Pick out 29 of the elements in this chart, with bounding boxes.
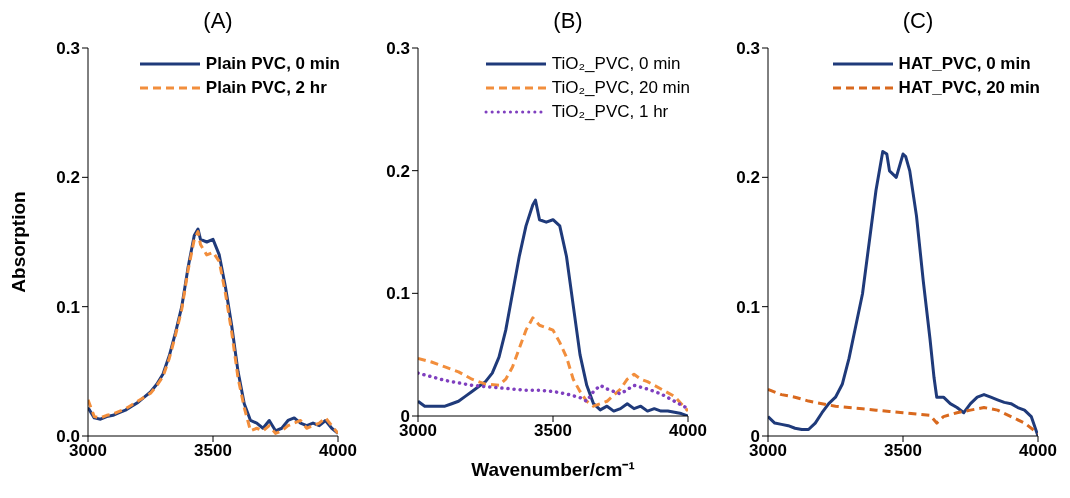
x-tick-label: 4000 <box>1019 441 1057 461</box>
x-tick-label: 3500 <box>194 441 232 461</box>
y-tick-label: 0.2 <box>736 168 760 188</box>
line-series <box>418 316 688 413</box>
line-series <box>418 371 688 411</box>
chart-title: (B) <box>552 8 584 35</box>
x-tick-label: 3500 <box>884 441 922 461</box>
x-tick-label: 3500 <box>534 421 572 441</box>
legend-label: HAT_PVC, 0 min <box>898 53 1031 75</box>
y-tick-label: 0.3 <box>736 39 760 59</box>
legend-label: TiO₂_PVC, 0 min <box>551 53 681 75</box>
x-tick-label: 4000 <box>669 421 707 441</box>
y-tick-label: 0.2 <box>386 161 410 181</box>
chart-title: (C) <box>901 8 935 35</box>
legend-label: TiO₂_PVC, 1 hr <box>551 101 669 123</box>
y-tick-label: 0.3 <box>386 39 410 59</box>
legend-label: Plain PVC, 0 min <box>205 53 340 75</box>
legend-label: HAT_PVC, 20 min <box>898 77 1040 99</box>
y-tick-label: 0.1 <box>56 297 80 317</box>
y-tick-label: 0.1 <box>386 284 410 304</box>
chart-title: (A) <box>202 8 234 35</box>
legend-label: TiO₂_PVC, 20 min <box>551 77 690 99</box>
x-axis-title: Wavenumber/cm⁻¹ <box>471 459 635 480</box>
y-tick-label: 0.2 <box>56 168 80 188</box>
y-tick-label: 0.1 <box>736 297 760 317</box>
y-axis-title: Absorption <box>7 191 29 293</box>
y-tick-label: 0.3 <box>56 39 80 59</box>
x-tick-label: 4000 <box>319 441 357 461</box>
legend-label: Plain PVC, 2 hr <box>205 77 327 99</box>
